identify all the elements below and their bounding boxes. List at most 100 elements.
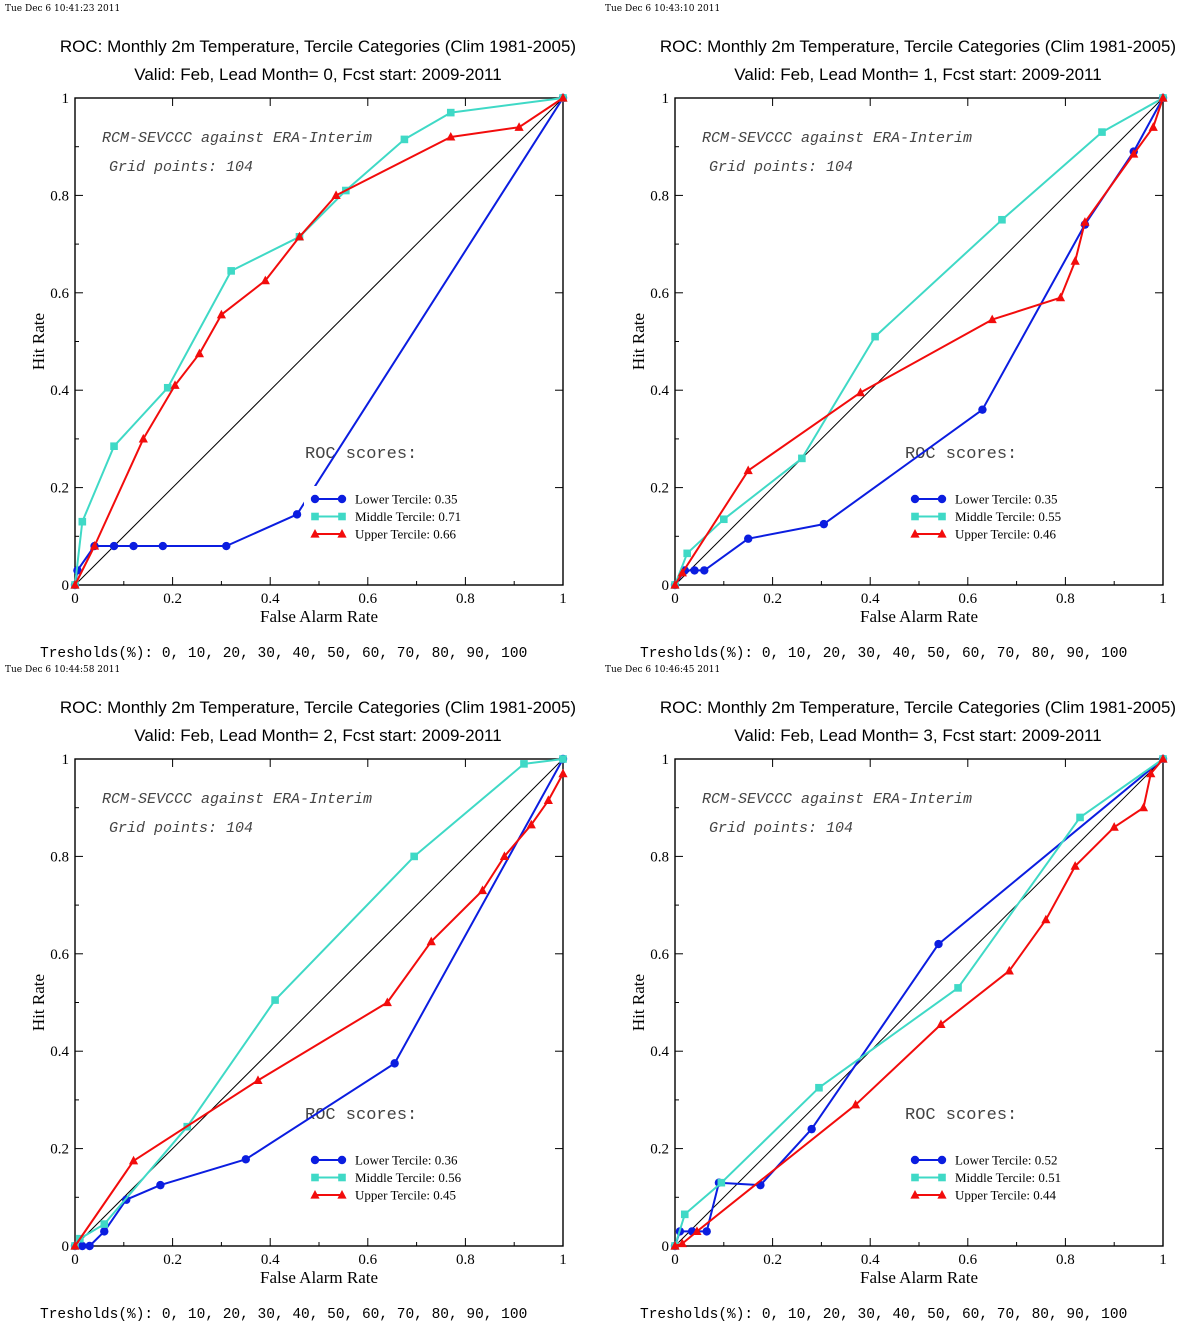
chart-subtitle: Valid: Feb, Lead Month= 2, Fcst start: 2…: [134, 726, 501, 745]
data-point: [677, 1238, 687, 1248]
data-point: [1138, 802, 1149, 812]
y-tick-label: 0: [62, 578, 70, 594]
thresholds-text: Tresholds(%): 0, 10, 20, 30, 40, 50, 60,…: [40, 1307, 527, 1322]
legend-entry: Lower Tercile: 0.35: [355, 492, 457, 507]
data-point: [253, 1075, 263, 1085]
x-tick-label: 0.8: [1056, 591, 1075, 607]
data-point: [1041, 914, 1051, 924]
legend-marker: [937, 1155, 947, 1165]
chart-subtitle: Valid: Feb, Lead Month= 0, Fcst start: 2…: [134, 65, 501, 84]
y-tick-label: 0.4: [650, 1044, 669, 1060]
data-point: [559, 755, 567, 763]
x-tick-label: 0.4: [861, 591, 880, 607]
legend-marker: [938, 1173, 946, 1182]
data-point: [382, 997, 392, 1007]
grid-points-annotation: Grid points: 104: [709, 159, 853, 176]
data-point: [446, 108, 455, 117]
data-point: [128, 1155, 139, 1165]
x-tick-label: 1: [559, 1252, 567, 1268]
data-point: [692, 1226, 702, 1235]
y-tick-label: 0: [62, 1239, 70, 1255]
x-tick-label: 0.6: [958, 1252, 977, 1268]
grid-points-annotation: Grid points: 104: [109, 820, 253, 837]
data-point: [499, 851, 510, 860]
thresholds-text: Tresholds(%): 0, 10, 20, 30, 40, 50, 60,…: [640, 646, 1127, 662]
legend-entry: Middle Tercile: 0.56: [355, 1170, 462, 1185]
data-point: [1109, 822, 1119, 831]
data-point: [194, 348, 205, 358]
data-point: [871, 332, 879, 341]
model-annotation: RCM-SEVCCC against ERA-Interim: [102, 130, 372, 147]
chart-title: ROC: Monthly 2m Temperature, Tercile Cat…: [660, 698, 1176, 717]
roc-panel: Tue Dec 6 10:43:10 2011 ROC: Monthly 2m T…: [600, 0, 1200, 662]
data-point: [109, 541, 119, 551]
legend-marker: [937, 529, 947, 538]
y-axis-label: Hit Rate: [29, 974, 48, 1031]
data-point: [163, 383, 172, 392]
x-tick-label: 0: [71, 1252, 79, 1268]
no-skill-diagonal: [674, 97, 1164, 586]
x-tick-label: 0.8: [456, 591, 475, 607]
data-point: [292, 510, 302, 519]
y-tick-label: 0.6: [50, 286, 69, 302]
legend-entry: Upper Tercile: 0.46: [955, 527, 1057, 542]
data-point: [558, 93, 568, 102]
data-point: [855, 387, 866, 397]
data-point: [677, 567, 687, 577]
data-point: [1004, 965, 1014, 975]
data-point: [426, 936, 436, 946]
y-tick-label: 0.2: [50, 481, 69, 497]
y-tick-label: 1: [62, 752, 70, 768]
model-annotation: RCM-SEVCCC against ERA-Interim: [102, 791, 372, 808]
legend-entry: Lower Tercile: 0.36: [355, 1153, 458, 1168]
legend: Lower Tercile: 0.35 Middle Tercile: 0.71 U…: [304, 486, 476, 544]
y-tick-label: 0.6: [650, 947, 669, 963]
legend-marker: [911, 512, 919, 521]
x-axis-label: False Alarm Rate: [860, 607, 978, 626]
legend-marker: [911, 1173, 919, 1182]
legend-marker: [937, 1190, 947, 1199]
legend-marker: [910, 1190, 920, 1199]
legend-entry: Upper Tercile: 0.45: [355, 1188, 456, 1203]
data-point: [815, 1083, 823, 1092]
data-point: [1070, 256, 1080, 265]
legend-marker: [338, 1173, 346, 1182]
data-point: [720, 515, 728, 524]
y-tick-label: 0.8: [50, 188, 69, 204]
x-tick-label: 0.6: [958, 591, 977, 607]
thresholds-text: Tresholds(%): 0, 10, 20, 30, 40, 50, 60,…: [40, 646, 527, 662]
data-point: [936, 1019, 946, 1029]
x-tick-label: 0.8: [1056, 1252, 1075, 1268]
data-point: [690, 566, 699, 575]
data-point: [526, 819, 536, 829]
legend-entry: Middle Tercile: 0.71: [355, 509, 461, 524]
series-upper-tercile: [670, 93, 1168, 589]
legend-entry: Upper Tercile: 0.44: [955, 1188, 1057, 1203]
roc-chart-svg: Tue Dec 6 10:46:45 2011 ROC: Monthly 2m T…: [605, 665, 1176, 1322]
data-point: [138, 433, 148, 443]
legend-marker: [310, 1190, 320, 1199]
no-skill-diagonal: [74, 758, 564, 1247]
y-tick-label: 0.2: [50, 1142, 69, 1158]
legend-marker: [910, 529, 920, 538]
y-tick-label: 0.2: [650, 481, 669, 497]
x-tick-label: 0.2: [163, 1252, 182, 1268]
data-point: [446, 131, 456, 141]
data-point: [129, 541, 138, 551]
data-point: [670, 580, 680, 589]
roc-scores-label: ROC scores:: [905, 1106, 1017, 1125]
x-tick-label: 0.4: [261, 1252, 280, 1268]
series-upper-tercile: [70, 93, 568, 589]
y-tick-label: 1: [662, 91, 670, 107]
data-point: [78, 1241, 87, 1251]
data-point: [70, 1241, 80, 1250]
data-point: [807, 1124, 816, 1134]
y-tick-label: 0.6: [650, 286, 669, 302]
legend-marker: [310, 1155, 320, 1165]
chart-subtitle: Valid: Feb, Lead Month= 1, Fcst start: 2…: [734, 65, 1101, 84]
legend: Lower Tercile: 0.36 Middle Tercile: 0.56 U…: [304, 1147, 476, 1205]
no-skill-diagonal: [74, 97, 564, 586]
roc-chart-svg: Tue Dec 6 10:44:58 2011 ROC: Monthly 2m T…: [5, 665, 576, 1322]
data-point: [520, 760, 528, 768]
timestamp: Tue Dec 6 10:41:23 2011: [5, 4, 120, 14]
